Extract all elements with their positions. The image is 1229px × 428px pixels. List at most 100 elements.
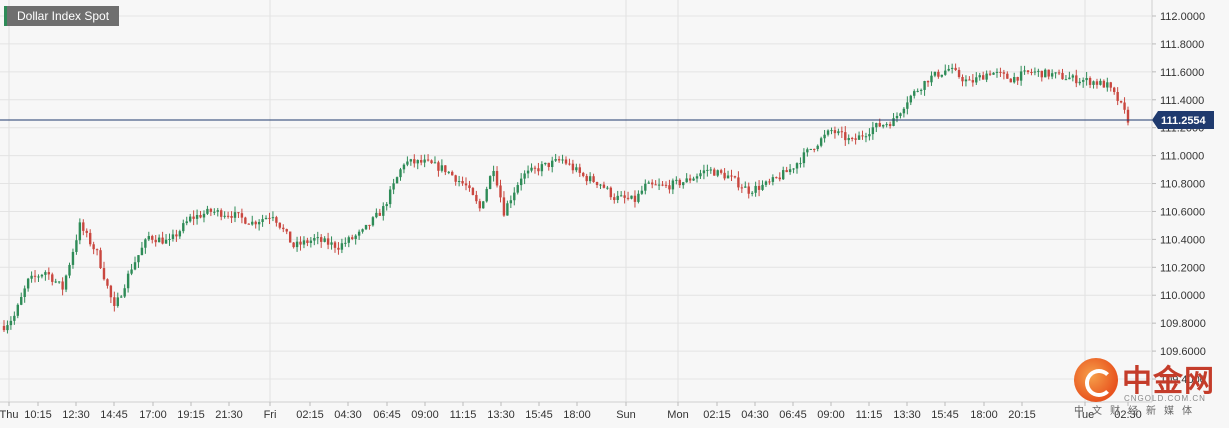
candle-body (1078, 81, 1081, 84)
candle-body (950, 67, 954, 69)
candle-body (975, 77, 978, 83)
candle-body (571, 163, 575, 171)
candle-body (9, 320, 13, 326)
candle-body (330, 242, 333, 245)
candle-body (454, 175, 457, 182)
y-tick-label: 110.8000 (1160, 179, 1205, 191)
candle-body (385, 204, 388, 207)
candle-body (551, 160, 554, 168)
candle-body (1095, 81, 1099, 85)
candle-body (492, 170, 495, 177)
candle-body (137, 255, 140, 263)
candle-body (530, 167, 533, 171)
candle-body (957, 70, 961, 77)
candle-body (633, 195, 637, 202)
candle-body (878, 123, 881, 127)
last-price-label: 111.2554 (1161, 115, 1207, 127)
candle-body (933, 71, 937, 76)
candle-body (375, 212, 378, 218)
candle-body (813, 148, 816, 150)
candle-body (709, 169, 713, 171)
candle-body (178, 231, 182, 237)
candle-body (678, 179, 681, 186)
candle-body (799, 163, 802, 165)
candle-body (188, 216, 192, 222)
candle-body (1123, 102, 1126, 110)
candle-body (671, 180, 675, 190)
candle-body (782, 170, 785, 180)
candle-body (619, 195, 623, 197)
candle-body (406, 161, 409, 165)
candle-body (644, 183, 647, 191)
x-tick-label: 19:15 (177, 409, 205, 421)
candle-body (695, 176, 699, 179)
candle-body (516, 185, 519, 193)
candle-body (1040, 70, 1044, 78)
candle-body (1023, 70, 1026, 72)
candle-body (526, 170, 530, 174)
candle-body (226, 215, 230, 217)
candle-body (544, 162, 547, 165)
x-tick-label: Fri (264, 409, 277, 421)
candle-body (351, 237, 354, 239)
candle-body (713, 169, 716, 176)
candle-body (723, 172, 726, 179)
candle-body (357, 231, 361, 236)
candle-body (568, 163, 571, 165)
y-tick-label: 110.6000 (1160, 206, 1205, 218)
x-tick-label: 11:15 (856, 409, 883, 421)
x-tick-label: 18:00 (970, 409, 998, 421)
candle-body (85, 230, 88, 233)
candle-body (40, 274, 44, 277)
candle-body (247, 223, 250, 225)
candle-body (599, 184, 602, 186)
candle-body (985, 73, 988, 80)
watermark: 中金网 CNGOLD.COM.CN 中文财经新媒体 (1072, 356, 1222, 417)
candle-body (919, 89, 923, 91)
candle-body (1099, 80, 1102, 85)
candle-body (6, 325, 9, 331)
candle-body (430, 160, 433, 164)
x-tick-label: 09:00 (817, 409, 845, 421)
candle-body (854, 138, 857, 140)
candle-body (144, 239, 147, 248)
candle-body (1006, 73, 1009, 79)
last-price-tag (1152, 110, 1214, 129)
x-tick-label: 15:45 (525, 409, 553, 421)
candle-body (130, 269, 133, 274)
candle-body (206, 208, 209, 214)
candle-body (44, 272, 47, 275)
candle-body (126, 273, 130, 289)
candle-body (416, 160, 419, 164)
y-tick-label: 109.4000 (1160, 374, 1206, 386)
cngold-logo-icon (1074, 358, 1118, 402)
candle-body (978, 75, 981, 78)
candle-body (1054, 72, 1057, 74)
candle-body (926, 81, 930, 83)
candle-body (285, 229, 288, 232)
candle-body (1085, 78, 1088, 81)
candle-body (440, 165, 444, 171)
candle-body (378, 212, 382, 216)
candle-body (1106, 82, 1109, 88)
candle-body (506, 203, 509, 216)
candle-body (419, 160, 423, 163)
candle-body (271, 217, 275, 219)
candle-body (885, 124, 888, 126)
candle-body (595, 182, 599, 186)
candle-body (792, 168, 795, 170)
x-tick-label: 04:30 (741, 409, 769, 421)
candle-body (719, 170, 723, 173)
candle-body (282, 227, 285, 230)
candle-body (616, 195, 619, 201)
candle-body (954, 67, 957, 71)
candle-body (333, 242, 337, 248)
candle-body (768, 181, 771, 183)
candle-body (826, 130, 830, 135)
candle-body (788, 169, 792, 173)
candle-body (823, 134, 826, 139)
x-tick-label: 04:30 (334, 409, 362, 421)
candle-body (195, 215, 199, 219)
candle-body (1064, 79, 1068, 81)
